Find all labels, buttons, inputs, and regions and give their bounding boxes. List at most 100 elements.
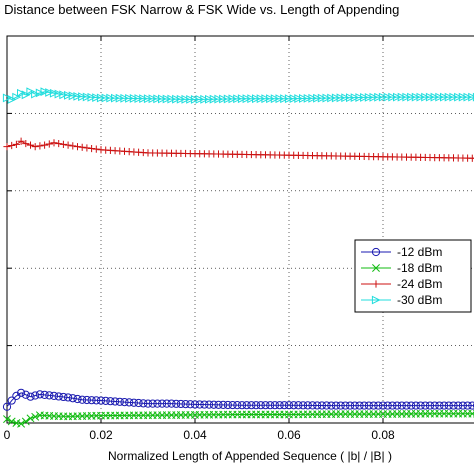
series-marker xyxy=(153,399,162,408)
series-marker xyxy=(303,93,313,103)
series-marker xyxy=(8,141,16,150)
series-marker xyxy=(26,414,35,423)
series-marker xyxy=(341,401,350,410)
series-marker xyxy=(209,94,219,104)
series-marker xyxy=(346,93,355,103)
series-marker xyxy=(280,94,290,104)
series-marker xyxy=(78,395,87,404)
series-marker xyxy=(350,93,360,103)
series-marker xyxy=(256,94,266,104)
series-marker xyxy=(402,92,412,102)
series-marker xyxy=(195,94,205,104)
series-marker xyxy=(129,398,138,407)
series-marker xyxy=(214,94,224,104)
series-marker xyxy=(228,94,238,104)
series-marker xyxy=(360,93,369,102)
series-marker xyxy=(219,400,228,409)
series-marker xyxy=(393,401,402,410)
series-marker xyxy=(35,88,45,98)
series-marker xyxy=(41,141,49,149)
series-marker xyxy=(242,94,252,104)
series-marker xyxy=(205,94,214,104)
series-marker xyxy=(350,401,359,410)
series-1 xyxy=(3,409,474,428)
legend-marker xyxy=(371,295,381,305)
series-marker xyxy=(17,88,26,98)
series-marker xyxy=(73,143,82,151)
series-marker xyxy=(200,94,210,104)
series-marker xyxy=(317,401,326,410)
series-marker xyxy=(393,92,402,102)
series-marker xyxy=(143,399,153,408)
series-marker xyxy=(21,390,30,399)
series-marker xyxy=(21,417,30,426)
series-marker xyxy=(158,399,167,408)
series-marker xyxy=(266,401,275,410)
series-marker xyxy=(454,401,463,410)
series-3 xyxy=(2,87,474,104)
series-marker xyxy=(468,154,474,162)
series-marker xyxy=(120,93,130,103)
series-marker xyxy=(242,401,251,410)
legend-marker xyxy=(372,280,380,288)
series-marker xyxy=(59,90,69,100)
series-marker xyxy=(31,391,40,400)
series-marker xyxy=(78,143,86,151)
series-marker xyxy=(88,144,96,153)
series-marker xyxy=(299,94,308,103)
series-marker xyxy=(12,92,22,102)
series-marker xyxy=(369,401,378,410)
series-marker xyxy=(397,92,407,102)
series-marker xyxy=(284,94,294,104)
series-marker xyxy=(190,400,200,409)
series-marker xyxy=(458,92,468,102)
series-marker xyxy=(31,143,39,151)
legend-marker xyxy=(371,247,381,257)
series-marker xyxy=(101,396,110,405)
legend-label: -18 dBm xyxy=(397,261,442,275)
series-marker xyxy=(82,92,92,102)
series-marker xyxy=(26,141,35,149)
series-marker xyxy=(7,396,16,405)
series-marker xyxy=(397,401,406,410)
series-marker xyxy=(92,93,102,103)
series-marker xyxy=(190,95,200,104)
series-marker xyxy=(92,396,101,405)
series-marker xyxy=(162,94,172,104)
series-marker xyxy=(223,400,232,410)
legend: -12 dBm -18 dBm -24 dBm -30 dBm xyxy=(354,239,472,313)
series-marker xyxy=(2,402,12,411)
series-marker xyxy=(195,400,204,409)
series-marker xyxy=(17,388,26,397)
series-marker xyxy=(458,401,467,410)
series-marker xyxy=(139,94,149,104)
series-marker xyxy=(252,401,261,410)
series-marker xyxy=(275,94,285,104)
series-marker xyxy=(139,399,148,408)
series-marker xyxy=(435,92,445,102)
series-marker xyxy=(92,145,100,153)
series-marker xyxy=(411,92,421,102)
series-marker xyxy=(360,401,369,410)
series-marker xyxy=(73,91,83,101)
series-marker xyxy=(143,94,153,104)
series-marker xyxy=(322,401,331,410)
series-marker xyxy=(64,141,72,149)
series-marker xyxy=(374,92,384,102)
series-marker xyxy=(40,87,50,97)
series-marker xyxy=(111,397,120,406)
series-marker xyxy=(22,139,30,148)
series-marker xyxy=(463,92,473,102)
series-marker xyxy=(261,401,270,410)
series-marker xyxy=(59,392,68,402)
series-marker xyxy=(73,394,82,404)
series-marker xyxy=(449,92,459,102)
series-marker xyxy=(331,93,341,103)
series-marker xyxy=(463,401,472,410)
series-marker xyxy=(129,94,139,103)
series-marker xyxy=(289,401,298,410)
series-marker xyxy=(21,90,31,100)
series-marker xyxy=(115,397,124,406)
series-marker xyxy=(148,399,157,408)
chart-title: c Distance between FSK Narrow & FSK Wide… xyxy=(0,2,399,17)
